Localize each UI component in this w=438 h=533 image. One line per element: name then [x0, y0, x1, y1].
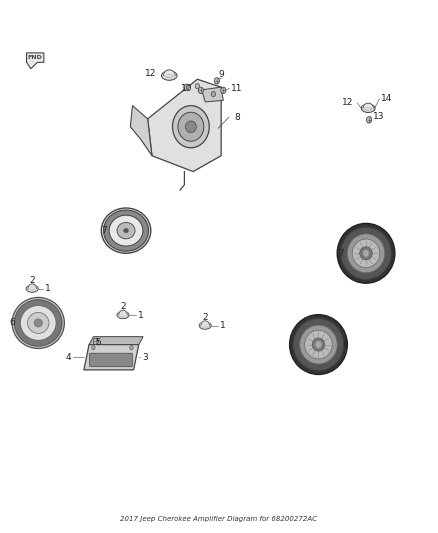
Text: 6: 6: [9, 318, 15, 327]
Ellipse shape: [117, 311, 129, 319]
Text: 2: 2: [120, 302, 126, 311]
Text: 1: 1: [220, 321, 226, 330]
Circle shape: [195, 84, 200, 89]
Text: 1: 1: [138, 311, 144, 319]
Ellipse shape: [101, 208, 151, 253]
Polygon shape: [28, 284, 36, 289]
Text: 4: 4: [65, 353, 71, 362]
Ellipse shape: [34, 319, 42, 327]
Polygon shape: [363, 103, 373, 108]
Circle shape: [214, 78, 219, 84]
Ellipse shape: [300, 325, 337, 364]
Polygon shape: [89, 337, 143, 344]
Polygon shape: [163, 70, 175, 76]
Ellipse shape: [361, 104, 375, 112]
Text: 9: 9: [218, 70, 224, 79]
Polygon shape: [84, 344, 139, 370]
Ellipse shape: [185, 121, 196, 133]
Ellipse shape: [124, 229, 128, 233]
Ellipse shape: [312, 338, 325, 351]
Text: 8: 8: [234, 113, 240, 122]
Polygon shape: [201, 321, 209, 326]
Circle shape: [211, 91, 215, 96]
FancyBboxPatch shape: [89, 353, 132, 367]
Text: 1: 1: [45, 284, 51, 293]
Ellipse shape: [199, 322, 211, 329]
Text: 2: 2: [29, 276, 35, 285]
Ellipse shape: [305, 330, 332, 359]
Ellipse shape: [360, 247, 372, 260]
Ellipse shape: [290, 314, 347, 375]
Polygon shape: [131, 106, 152, 156]
Circle shape: [363, 249, 369, 257]
Circle shape: [92, 345, 95, 350]
Ellipse shape: [21, 305, 56, 341]
Ellipse shape: [26, 285, 38, 292]
Text: 12: 12: [145, 69, 156, 78]
Text: 14: 14: [381, 94, 392, 103]
Ellipse shape: [28, 312, 49, 333]
Ellipse shape: [352, 239, 380, 268]
Polygon shape: [202, 87, 223, 102]
Text: 13: 13: [372, 112, 384, 120]
Text: 3: 3: [142, 353, 148, 362]
Ellipse shape: [12, 297, 64, 349]
Ellipse shape: [178, 112, 204, 141]
Text: 2017 Jeep Cherokee Amplifier Diagram for 68200272AC: 2017 Jeep Cherokee Amplifier Diagram for…: [120, 516, 318, 522]
Polygon shape: [27, 53, 44, 69]
Ellipse shape: [103, 210, 148, 251]
Polygon shape: [119, 310, 127, 315]
Circle shape: [221, 87, 226, 93]
Ellipse shape: [347, 234, 385, 273]
Ellipse shape: [337, 223, 395, 283]
Text: 12: 12: [342, 99, 353, 108]
Circle shape: [130, 345, 133, 350]
Ellipse shape: [117, 222, 135, 239]
Text: 10: 10: [181, 84, 192, 93]
Text: 2: 2: [202, 313, 208, 321]
Ellipse shape: [14, 300, 62, 346]
Ellipse shape: [341, 227, 391, 279]
Text: FND: FND: [28, 55, 42, 60]
Circle shape: [93, 338, 99, 344]
Text: 7: 7: [339, 249, 344, 258]
Text: 11: 11: [231, 84, 243, 93]
Ellipse shape: [162, 71, 177, 80]
Ellipse shape: [173, 106, 209, 148]
Ellipse shape: [293, 319, 343, 370]
Text: 5: 5: [95, 338, 101, 347]
Circle shape: [367, 117, 372, 123]
Text: 7: 7: [101, 226, 106, 235]
Circle shape: [315, 341, 321, 348]
Polygon shape: [148, 79, 221, 172]
Text: 6: 6: [342, 340, 348, 349]
Circle shape: [198, 87, 203, 93]
Ellipse shape: [109, 215, 143, 246]
Circle shape: [184, 84, 189, 90]
